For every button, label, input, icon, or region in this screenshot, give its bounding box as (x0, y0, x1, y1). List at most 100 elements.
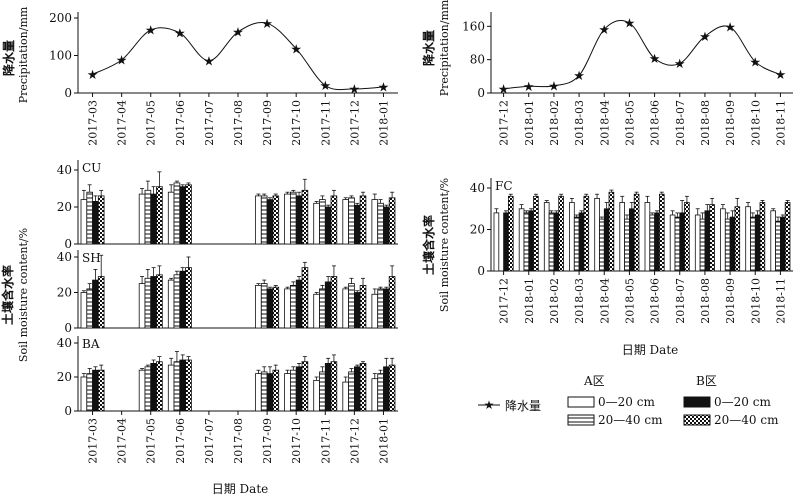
soil-left-bar (330, 361, 338, 412)
soil-right-bar (507, 195, 514, 272)
soil-left-bar (301, 361, 309, 412)
soil-left-bar (173, 182, 181, 245)
soil-left-bar (80, 292, 88, 329)
soil-left-bar (324, 206, 332, 245)
soil-right-bar (644, 202, 651, 272)
precip-right-x-tick-label: 2018-08 (699, 100, 712, 146)
precip-left-point-marker: ★ (87, 68, 99, 83)
soil-right-bar (659, 193, 665, 272)
precip-left-point-marker: ★ (203, 54, 215, 69)
precip-right-x-tick-label: 2018-10 (749, 100, 762, 146)
soil-left-bar (255, 195, 262, 245)
soil-right-y-tick-label: 0 (477, 264, 485, 278)
soil-right-bar (770, 210, 776, 272)
soil-left-bar (156, 274, 163, 329)
precip-left-point-marker: ★ (319, 79, 331, 94)
precip-right-point-marker: ★ (674, 57, 686, 72)
soil-right-bar (684, 202, 690, 272)
soil-right-ylabel-cn: 土壤含水率 (421, 215, 436, 275)
soil-left-bar (150, 276, 157, 329)
soil-left-bar (319, 371, 326, 412)
soil-left-bar (173, 361, 181, 412)
soil-left-bar (353, 292, 361, 329)
precip-left-x-tick-label: 2017-11 (319, 100, 332, 146)
soil-left-bar (156, 186, 163, 245)
soil-left-bar (330, 276, 338, 329)
precip-left-point-marker: ★ (174, 27, 186, 42)
precip-left-x-tick-label: 2017-06 (174, 100, 187, 146)
soil-left-bar (348, 283, 355, 329)
soil-right-bar (523, 212, 530, 272)
soil-right-bar (608, 191, 615, 272)
soil-right-bar (759, 202, 766, 272)
precip-right-x-tick-label: 2018-07 (674, 100, 687, 146)
legend-a-20-40: 20—40 cm (598, 413, 663, 427)
soil-left-bar (342, 288, 349, 329)
soil-right-bar (775, 220, 781, 272)
soil-left-bar (260, 283, 268, 329)
soil-right-bar (745, 206, 751, 272)
soil-right-bar (649, 214, 655, 272)
precip-right-point-marker: ★ (724, 21, 736, 36)
soil-left-bar (86, 288, 94, 329)
soil-left-bar (266, 199, 274, 245)
soil-right-x-tick-label: 2018-06 (649, 278, 662, 324)
precip-right-ylabel-cn: 降水量 (421, 30, 436, 66)
legend-swatch-a-20-40 (567, 414, 595, 426)
precip-right-x-tick-label: 2018-03 (573, 100, 586, 146)
precip-left-x-tick-label: 2017-05 (145, 100, 158, 146)
soil-right-bar (578, 212, 585, 272)
soil-left-bar (359, 362, 367, 412)
soil-left-bar (284, 373, 291, 412)
soil-left-bar (284, 193, 291, 245)
soil-left-y-tick-label: 40 (57, 163, 72, 177)
soil-left-bar (86, 373, 94, 412)
soil-right-x-tick-label: 2018-01 (523, 278, 536, 324)
soil-right-bar (518, 208, 525, 272)
precip-right-point-marker: ★ (573, 69, 585, 84)
precip-right-x-tick-label: 2018-05 (623, 100, 636, 146)
soil-left-bar (185, 359, 192, 412)
soil-left-bar (150, 362, 157, 412)
soil-right-bar (603, 208, 610, 272)
soil-left-bar (284, 288, 291, 329)
soil-left-bar (319, 199, 326, 245)
precip-left-x-tick-label: 2018-01 (377, 100, 390, 146)
soil-left-bar (92, 279, 99, 329)
legend: ★ 降水量 A区 B区 0—20 cm 20—40 cm 0—20 cm 20—… (478, 374, 779, 427)
soil-left-bar (150, 193, 157, 245)
soil-left-bar (301, 267, 309, 329)
soil-left-bar (167, 279, 175, 329)
soil-left-x-tick-label: 2017-06 (174, 418, 187, 464)
soil-left-bar (144, 366, 152, 412)
soil-right-xlabel: 日期 Date (622, 343, 679, 357)
soil-left-bar (173, 274, 181, 329)
soil-right-bar (729, 216, 736, 272)
soil-right-bar (503, 212, 509, 272)
precip-right-x-tick-label: 2018-09 (724, 100, 737, 146)
soil-left-bar (342, 381, 349, 412)
soil-left-bar (144, 189, 152, 245)
soil-right-panel-label: FC (495, 179, 513, 193)
soil-left-bar (383, 366, 390, 412)
soil-right-bar (583, 195, 590, 272)
soil-right-x-tick-label: 2018-08 (699, 278, 712, 324)
soil-right-x-tick-label: 2018-11 (774, 278, 787, 324)
precip-right-series-line (503, 20, 781, 90)
soil-right-bar (754, 214, 761, 272)
precip-right-point-marker: ★ (548, 79, 560, 94)
precip-right-x-tick-label: 2018-11 (774, 100, 787, 146)
soil-left-bar (377, 373, 384, 412)
soil-left-x-tick-label: 2017-10 (290, 418, 303, 464)
soil-left-panel-label: CU (82, 161, 101, 175)
legend-swatch-a-0-20 (567, 396, 595, 408)
precip-left-chart: 0 100 200 2017-03 2017-04 2017-05 2017-06 2017-… (49, 11, 398, 146)
precip-right-x-tick-label: 2018-06 (649, 100, 662, 146)
soil-left-bar (80, 376, 88, 412)
soil-right-bar (533, 195, 539, 272)
soil-left-chart: 0 20 40 CU 0 20 40 SH 0 20 40 BA 2017-03 2017-04 2017-… (57, 160, 398, 464)
soil-left-bar (272, 195, 280, 245)
soil-right-bar (784, 202, 791, 272)
soil-right-bar (780, 216, 786, 272)
